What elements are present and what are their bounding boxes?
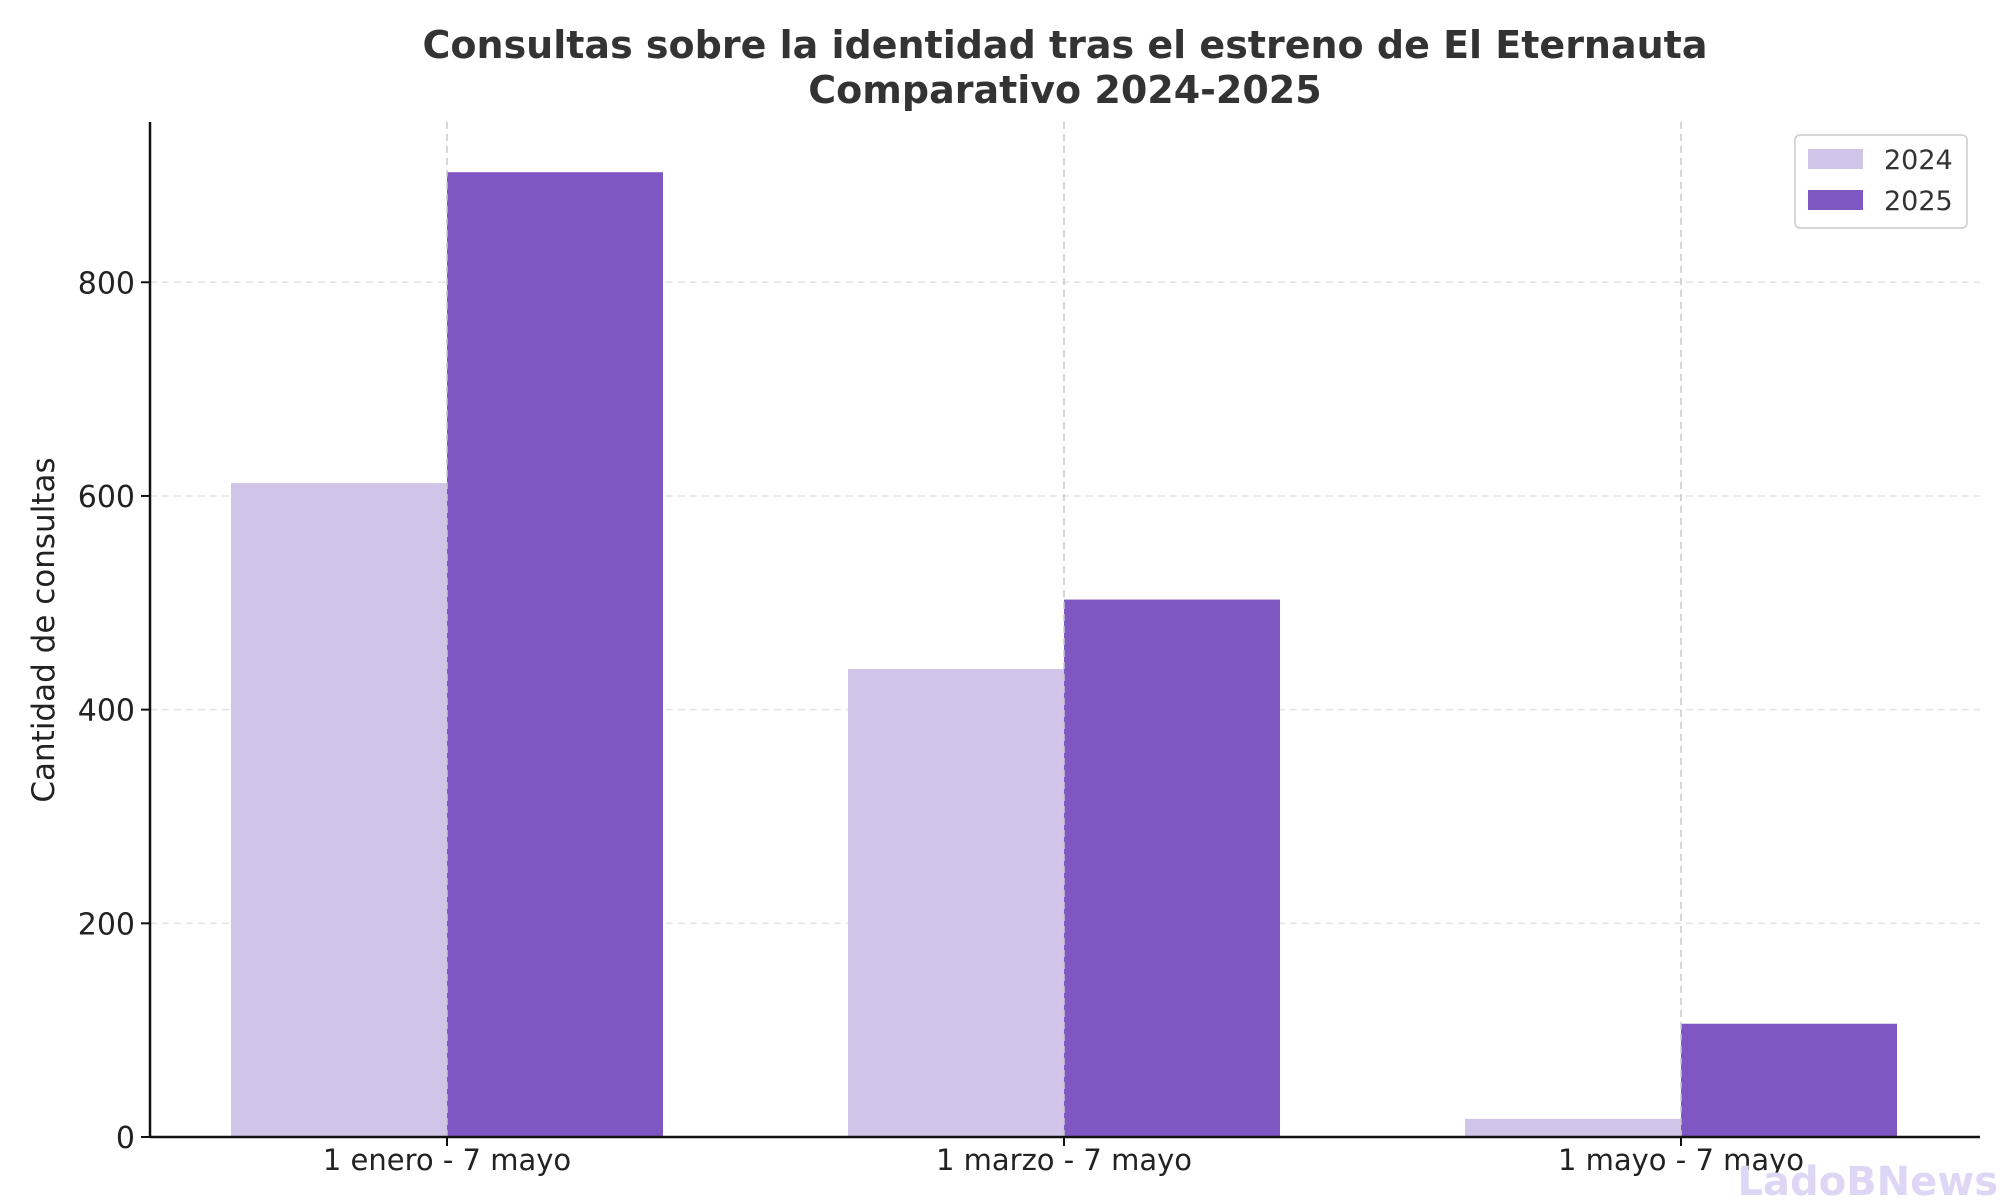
legend-swatch-2025 <box>1808 190 1863 210</box>
y-axis-label: Cantidad de consultas <box>26 457 62 802</box>
axes-layer: 0 200 400 600 800 1 enero - 7 mayo 1 marzo - 7… <box>78 122 1980 1177</box>
bar-2024-1 <box>848 669 1064 1137</box>
x-tick-label-1: 1 marzo - 7 mayo <box>936 1143 1192 1177</box>
legend: 2024 2025 <box>1794 134 1968 229</box>
y-tick-label-400: 400 <box>78 694 135 729</box>
legend-label-2025: 2025 <box>1884 186 1953 217</box>
chart-title: Consultas sobre la identidad tras el est… <box>423 23 1708 67</box>
bar-2024-0 <box>231 483 447 1137</box>
chart-subtitle: Comparativo 2024-2025 <box>808 68 1321 112</box>
bar-2024-2 <box>1465 1118 1681 1137</box>
y-tick-label-0: 0 <box>116 1121 135 1156</box>
y-tick-label-200: 200 <box>78 907 135 942</box>
y-tick-label-800: 800 <box>78 266 135 301</box>
bar-2025-0 <box>447 172 663 1137</box>
legend-label-2024: 2024 <box>1884 145 1953 176</box>
bar-2025-2 <box>1681 1023 1897 1137</box>
x-tick-label-2: 1 mayo - 7 mayo <box>1558 1143 1804 1177</box>
x-tick-label-0: 1 enero - 7 mayo <box>323 1143 571 1177</box>
legend-swatch-2024 <box>1808 149 1863 169</box>
bar-2025-1 <box>1064 599 1280 1137</box>
bars-layer <box>231 122 1897 1137</box>
watermark: LadoBNews <box>1738 1159 1998 1200</box>
y-tick-label-600: 600 <box>78 480 135 515</box>
